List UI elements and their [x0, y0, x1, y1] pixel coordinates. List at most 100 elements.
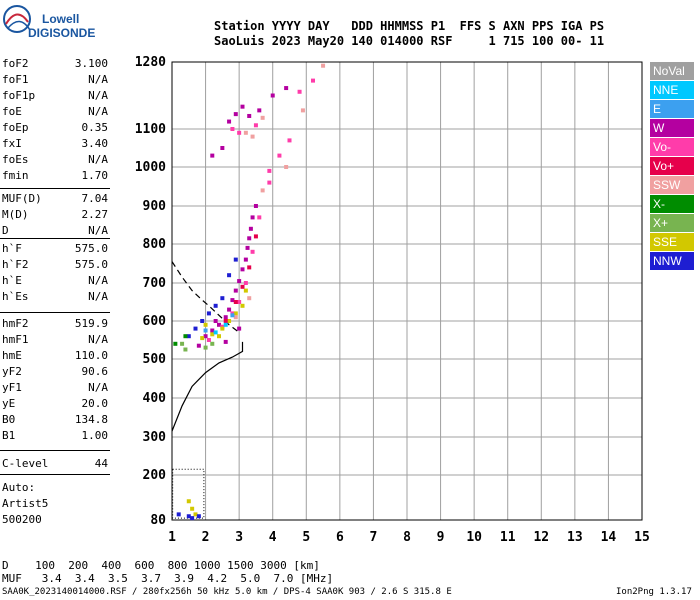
param-row-fmin: fmin 1.70 [2, 168, 108, 184]
data-point-w [223, 315, 228, 320]
data-point-w [227, 119, 232, 124]
param-key: fxI [2, 137, 22, 150]
parameter-panel: foF2 3.100 foF1 N/A foF1p N/A foE N/A foEp 0.35 fx… [0, 0, 112, 540]
data-point-sse [193, 512, 198, 517]
param-value: 575.0 [74, 242, 108, 255]
data-point-nnw [186, 514, 191, 519]
y-tick-label: 1000 [135, 160, 166, 175]
y-tick-label: 80 [150, 513, 166, 528]
param-key: foEp [2, 121, 29, 134]
x-tick-label: 6 [336, 530, 344, 545]
param-value: 3.100 [74, 57, 108, 70]
param-value: N/A [88, 105, 108, 118]
separator-3 [0, 312, 110, 313]
x-tick-label: 8 [403, 530, 411, 545]
separator-4 [0, 450, 110, 451]
param-key: foEs [2, 153, 29, 166]
x-tick-label: 1 [168, 530, 176, 545]
data-point-w [233, 112, 238, 117]
data-point-vo [237, 130, 242, 135]
data-point-nnw [193, 326, 198, 331]
data-point-vo [253, 234, 258, 239]
data-point-w [270, 93, 275, 98]
param-value: 20.0 [81, 397, 109, 410]
data-point-w [230, 298, 235, 303]
data-point-vo [206, 338, 211, 342]
data-point-sse [243, 288, 248, 293]
data-point-vo [267, 168, 272, 173]
separator-5 [0, 474, 110, 475]
data-point-w [248, 226, 253, 231]
param-row-foes: foEs N/A [2, 152, 108, 168]
param-key: h`E [2, 274, 22, 287]
data-point-ssw [243, 130, 248, 135]
data-point-w [210, 153, 215, 158]
param-key: hmE [2, 349, 22, 362]
param-row-fof2: foF2 3.100 [2, 56, 108, 72]
x-tick-label: 9 [437, 530, 445, 545]
data-point-w [223, 339, 228, 344]
param-row-md: M(D) 2.27 [2, 207, 108, 223]
header-row-1: Station YYYY DAY DDD HHMMSS P1 FFS S AXN… [214, 19, 605, 33]
data-point-ssw [300, 108, 305, 113]
param-key: yE [2, 397, 16, 410]
data-point-ssw [321, 63, 326, 68]
legend-item-w: W [650, 119, 694, 137]
param-key: hmF1 [2, 333, 29, 346]
data-point-x [173, 341, 178, 346]
param-row-foe: foE N/A [2, 104, 108, 120]
param-value: N/A [88, 333, 108, 346]
param-row-clevel: C-level 44 [2, 456, 108, 472]
data-point-vo [253, 123, 258, 128]
data-point-sse [210, 332, 215, 337]
data-point-vo [240, 284, 245, 289]
param-key: foF2 [2, 57, 29, 70]
y-tick-label: 800 [143, 237, 167, 252]
data-point-nnw [190, 516, 195, 521]
data-point-sse [220, 326, 225, 331]
param-row-yf1: yF1 N/A [2, 380, 108, 396]
data-point-vo [257, 215, 262, 220]
data-point-nnw [227, 273, 232, 278]
data-point-nnw [176, 512, 181, 517]
data-point-w [237, 326, 242, 331]
data-point-nnw [196, 514, 201, 519]
profile-line-solid [171, 341, 244, 432]
x-tick-label: 14 [601, 530, 617, 545]
legend-item-sse: SSE [650, 233, 694, 251]
data-point-vo [297, 89, 302, 94]
param-key: fmin [2, 169, 29, 182]
param-row-ye: yE 20.0 [2, 396, 108, 412]
y-tick-label: 900 [143, 199, 167, 214]
param-value: 1.00 [81, 429, 109, 442]
param-key: B0 [2, 413, 16, 426]
data-point-x [210, 341, 215, 346]
data-point-nnw [213, 303, 218, 308]
y-tick-label: 500 [143, 352, 167, 367]
param-value: N/A [88, 73, 108, 86]
legend-item-e: E [650, 100, 694, 118]
header-row-2: SaoLuis 2023 May20 140 014000 RSF 1 715 … [214, 34, 605, 48]
data-point-ssw [250, 134, 255, 139]
data-point-vo [243, 281, 248, 285]
data-point-w [247, 113, 252, 118]
data-point-w [243, 257, 248, 262]
param-row-fxi: fxI 3.40 [2, 136, 108, 152]
param-key: h`Es [2, 290, 29, 303]
param-value: 134.8 [74, 413, 108, 426]
data-point-w [253, 204, 258, 208]
x-tick-label: 2 [202, 530, 210, 545]
param-value: 7.04 [81, 192, 109, 205]
data-point-x [180, 341, 185, 346]
footer-file-info: SAA0K_2023140014000.RSF / 280fx256h 50 k… [2, 587, 452, 597]
param-key: foF1p [2, 89, 36, 102]
logo-graphic [3, 5, 31, 33]
data-point-sse [186, 499, 191, 504]
data-point-vo [267, 180, 272, 185]
x-tick-label: 3 [235, 530, 243, 545]
y-tick-label: 300 [143, 430, 167, 445]
data-point-sse [200, 336, 205, 341]
param-value: N/A [88, 89, 108, 102]
data-point-w [227, 307, 232, 312]
legend-item-x: X- [650, 195, 694, 213]
